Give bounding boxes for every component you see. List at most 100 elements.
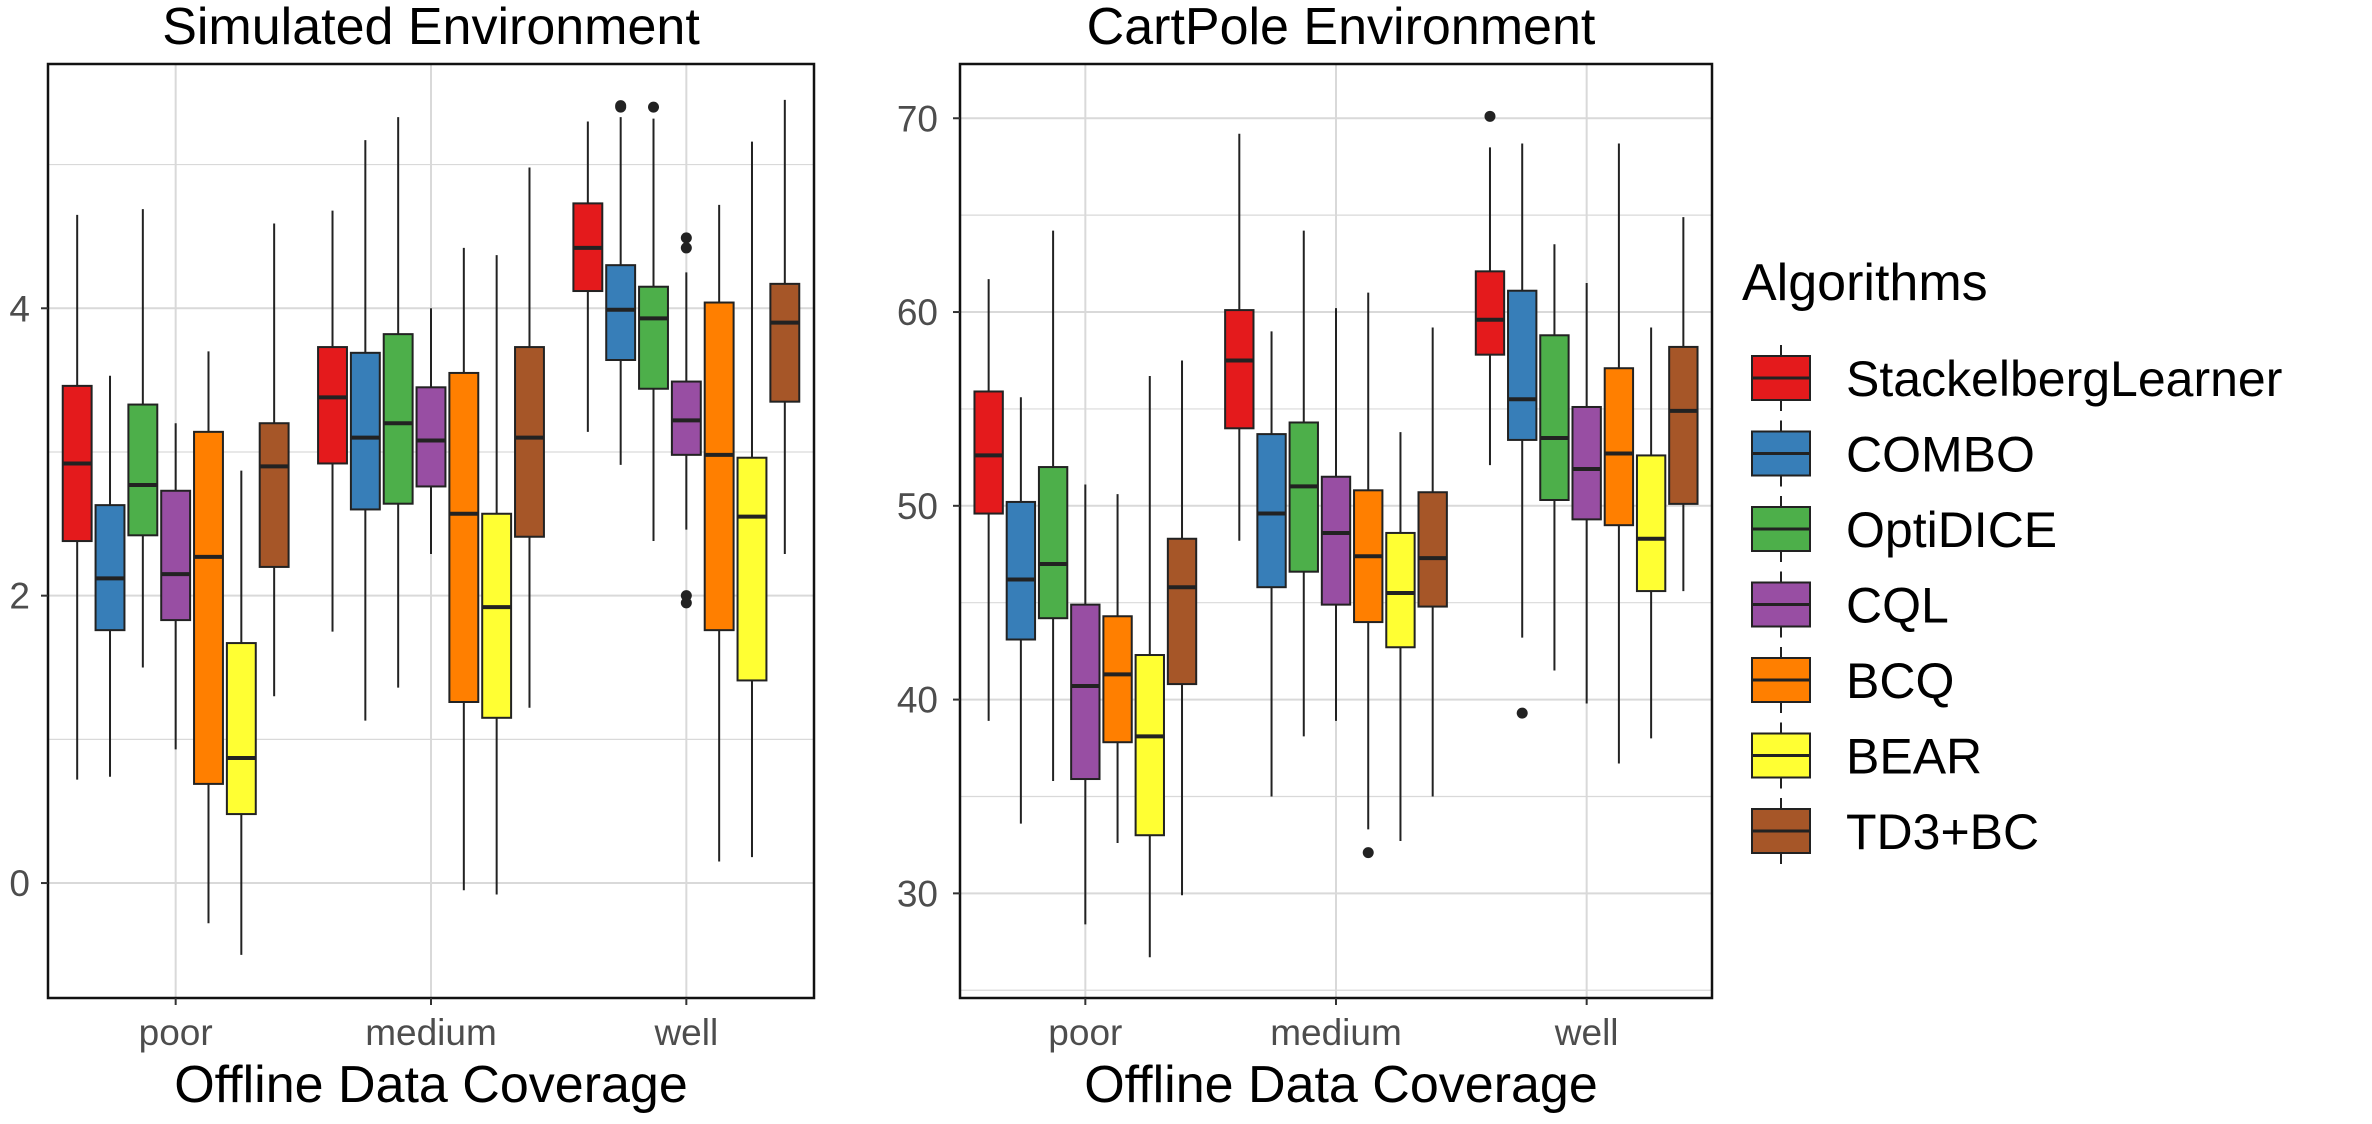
box-body	[193, 430, 224, 785]
box-optidice-poor	[1037, 230, 1069, 781]
box-td3-bc-poor	[1166, 360, 1198, 896]
box-cql-poor	[160, 423, 192, 750]
box-body	[225, 642, 257, 816]
box-body	[415, 386, 447, 488]
box-combo-medium	[1256, 331, 1287, 797]
outlier-point	[680, 242, 692, 254]
box-td3-bc-medium	[514, 167, 545, 708]
box-body	[1603, 367, 1635, 527]
box-optidice-poor	[127, 209, 159, 668]
x-tick-label: poor	[139, 1012, 213, 1053]
outlier-point	[1484, 110, 1496, 122]
box-body	[1417, 491, 1448, 608]
x-tick-label: medium	[1270, 1012, 1402, 1053]
box-stackelberglearner-medium	[1224, 133, 1255, 541]
box-stackelberglearner-well	[1474, 110, 1506, 466]
box-body	[1571, 405, 1602, 521]
box-optidice-medium	[382, 117, 414, 688]
x-tick-label: poor	[1048, 1012, 1122, 1053]
box-body	[258, 422, 290, 568]
box-body	[481, 512, 513, 719]
box-body	[736, 456, 768, 682]
box-body	[1539, 334, 1570, 501]
panel-cartpole-environment: 30 40 50 60 70 poor medium well CartPole Environ…	[897, 0, 1714, 1114]
box-body	[1256, 433, 1287, 589]
outlier-point	[1362, 847, 1374, 859]
box-body	[1224, 309, 1255, 430]
y-tick-label: 2	[9, 576, 30, 617]
legend-label: BEAR	[1846, 729, 1982, 785]
box-cql-medium	[1320, 308, 1352, 721]
box-body	[1005, 500, 1037, 641]
box-cql-well	[670, 232, 702, 609]
panel-simulated-environment: 0 2 4 poor medium well Simulated Environment Of…	[9, 0, 816, 1114]
box-body	[1070, 603, 1101, 781]
box-optidice-medium	[1288, 230, 1319, 737]
box-optidice-well	[638, 101, 669, 542]
box-combo-poor	[1005, 397, 1037, 824]
box-bcq-medium	[448, 247, 480, 891]
legend-item-bcq: BCQ	[1751, 647, 1954, 713]
box-combo-poor	[94, 375, 126, 777]
legend-item-optidice: OptiDICE	[1751, 496, 2057, 562]
box-body	[1134, 654, 1165, 837]
box-body	[349, 351, 381, 511]
legend-item-stackelberglearner: StackelbergLearner	[1751, 345, 2282, 411]
box-body	[1288, 421, 1319, 573]
y-tick-label: 0	[9, 863, 30, 904]
box-optidice-well	[1539, 244, 1570, 671]
legend-item-cql: CQL	[1751, 571, 1949, 638]
box-bear-medium	[1385, 432, 1416, 842]
box-body	[769, 282, 801, 403]
box-stackelberglearner-poor	[61, 214, 93, 780]
box-td3-bc-well	[1668, 217, 1699, 592]
box-bear-poor	[225, 470, 257, 955]
box-body	[1385, 531, 1416, 649]
box-body	[382, 333, 414, 505]
box-body	[317, 346, 348, 465]
box-bear-well	[736, 141, 768, 858]
chart-title: Simulated Environment	[162, 0, 700, 56]
y-tick-label: 30	[897, 873, 938, 914]
y-tick-label: 40	[897, 680, 938, 721]
box-body	[638, 285, 669, 390]
box-bcq-poor	[193, 351, 224, 924]
box-body	[703, 301, 735, 632]
box-body	[1102, 615, 1133, 744]
box-td3-bc-well	[769, 99, 801, 554]
legend-label: CQL	[1846, 578, 1949, 634]
box-combo-medium	[349, 140, 381, 721]
box-bear-medium	[481, 255, 513, 895]
box-body	[1320, 475, 1352, 606]
box-bear-poor	[1134, 375, 1165, 958]
legend-label: OptiDICE	[1846, 502, 2057, 558]
box-body	[514, 346, 545, 538]
legend: Algorithms StackelbergLearner COMBO OptiDIC…	[1742, 254, 2282, 864]
box-bcq-medium	[1353, 292, 1384, 859]
box-combo-well	[1507, 143, 1538, 719]
x-tick-label: well	[1554, 1012, 1619, 1053]
legend-label: COMBO	[1846, 427, 2035, 483]
box-body	[1474, 270, 1506, 356]
box-bcq-well	[703, 204, 735, 862]
x-axis-title: Offline Data Coverage	[1084, 1056, 1598, 1114]
box-combo-well	[605, 100, 637, 465]
legend-item-td3-bc: TD3+BC	[1751, 798, 2039, 864]
box-body	[1166, 537, 1198, 686]
legend-title: Algorithms	[1742, 254, 1988, 312]
legend-item-combo: COMBO	[1751, 420, 2035, 487]
box-body	[605, 264, 637, 362]
box-stackelberglearner-well	[572, 121, 604, 432]
box-body	[94, 504, 126, 632]
box-body	[670, 380, 702, 456]
box-body	[1668, 345, 1699, 505]
outlier-point	[680, 597, 692, 609]
outlier-point	[648, 101, 660, 113]
box-bcq-poor	[1102, 494, 1133, 843]
box-bear-well	[1635, 327, 1667, 739]
box-body	[1037, 466, 1069, 620]
y-tick-label: 70	[897, 98, 938, 139]
box-cql-medium	[415, 308, 447, 554]
legend-label: StackelbergLearner	[1846, 351, 2282, 407]
